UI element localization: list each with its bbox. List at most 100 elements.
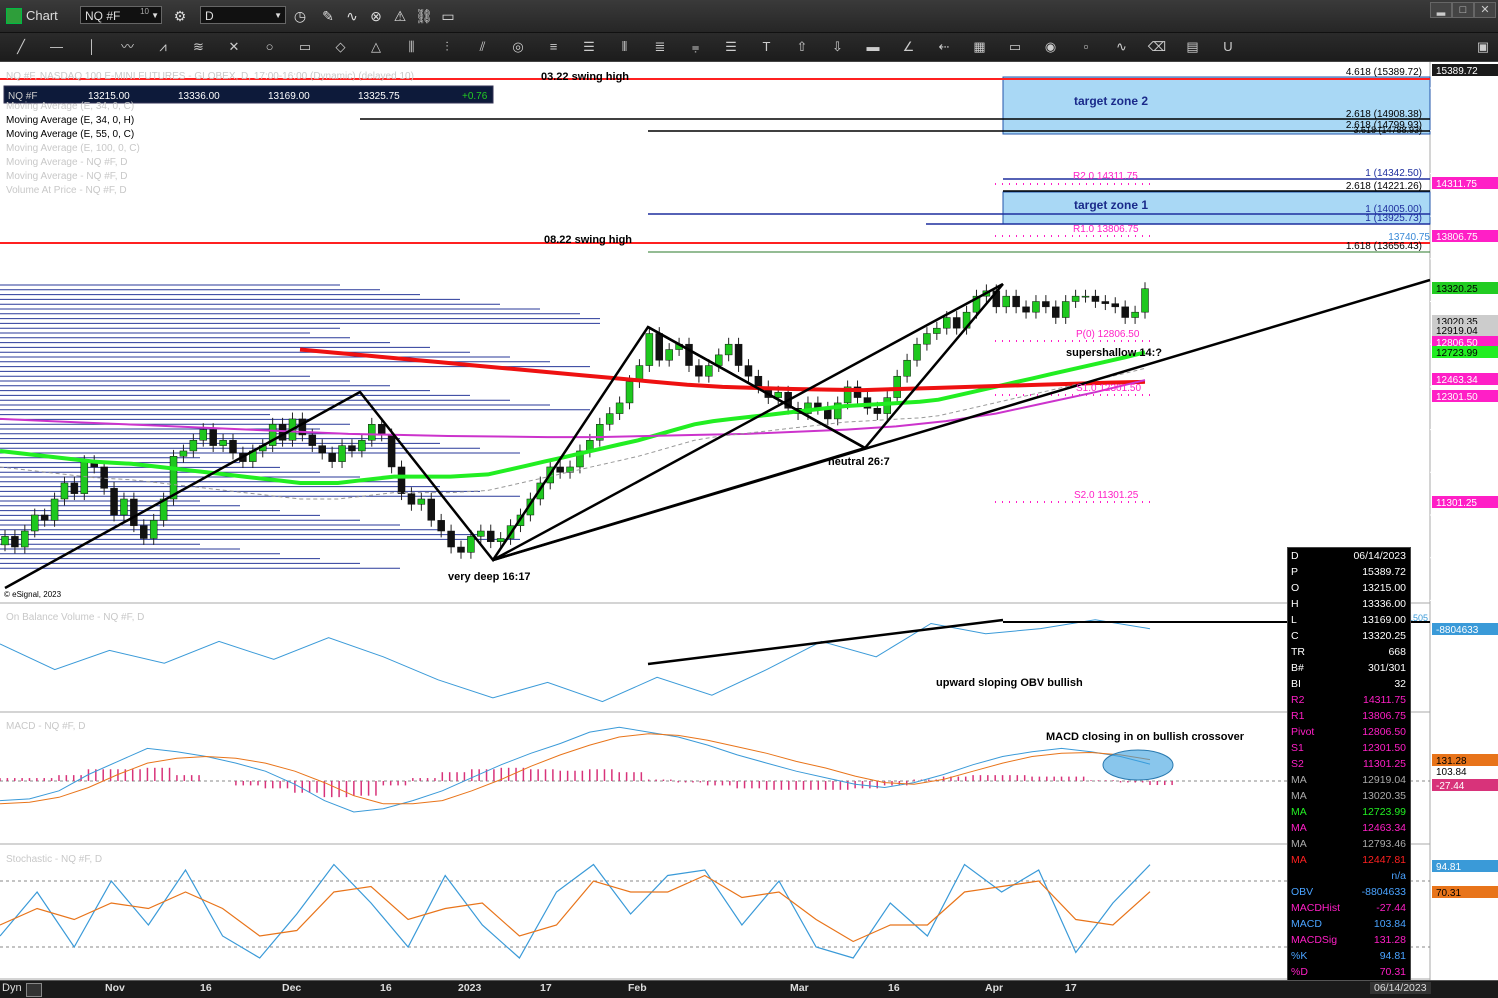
note-icon[interactable]: ▭ — [441, 8, 455, 24]
settings-icon[interactable]: ⚙ — [173, 8, 187, 24]
data-window-row: MACDSig 131.28 — [1288, 932, 1410, 948]
data-window-key: B# — [1291, 662, 1304, 674]
down-arrow-icon[interactable]: ⇩ — [832, 39, 843, 54]
gann-icon[interactable]: ✕ — [228, 39, 240, 54]
moving-average-magenta — [0, 379, 1146, 439]
data-window-value: -27.44 — [1376, 902, 1406, 914]
candle — [209, 429, 217, 446]
candle — [605, 413, 614, 425]
clock-icon[interactable]: ◷ — [293, 8, 307, 24]
data-window-row: C 13320.25 — [1288, 628, 1410, 644]
data-window-key: MACDHist — [1291, 902, 1340, 914]
data-window-value: 06/14/2023 — [1353, 550, 1406, 562]
candle — [140, 525, 148, 539]
measure-icon[interactable]: ⇠ — [938, 39, 950, 54]
up-arrow-icon[interactable]: ⇧ — [796, 39, 808, 54]
pti-icon[interactable]: ▫ — [1083, 39, 1089, 54]
mob-icon[interactable]: ▭ — [1008, 39, 1022, 54]
triangle-icon[interactable]: △ — [371, 39, 381, 54]
pen-icon[interactable]: ◇ — [335, 39, 346, 54]
trend-icon[interactable]: ⫽ — [479, 39, 486, 54]
levels-icon[interactable]: ≡ — [549, 39, 558, 54]
obv-y-label: -7500000 — [1438, 608, 1481, 619]
link-icon[interactable]: ⛓ — [415, 8, 433, 24]
dyn-label[interactable]: Dyn — [2, 982, 22, 994]
pitchfork-icon[interactable]: ⫶ — [445, 39, 449, 54]
chevron-down-icon[interactable]: ▼ — [151, 11, 159, 20]
bars-icon[interactable]: ⦀ — [621, 39, 628, 54]
candle — [695, 365, 703, 377]
vertical-line-icon[interactable]: │ — [87, 39, 97, 54]
candle — [149, 520, 158, 539]
annotation-neutral: neutral 26:7 — [828, 456, 890, 468]
symbol-input[interactable]: NQ #F 10 ▼ — [80, 6, 162, 24]
price-tag — [1432, 64, 1498, 76]
data-window-key: R2 — [1291, 694, 1305, 706]
y-axis-label: 14400.00 — [1438, 169, 1480, 180]
ohlc-change: +0.76 — [462, 91, 488, 102]
candle — [1111, 303, 1120, 308]
data-window-key: D — [1291, 550, 1299, 562]
macd-y-label: -200.00 — [1438, 810, 1472, 821]
eraser-icon[interactable]: ⌫ — [1147, 39, 1167, 54]
maximize-button[interactable]: □ — [1452, 2, 1474, 18]
stoch-y-label: 50.00 — [1438, 910, 1463, 921]
fib-icon[interactable]: ≋ — [193, 39, 204, 54]
obv-line — [0, 619, 1151, 703]
y-axis-label: 11200.00 — [1438, 511, 1479, 522]
retrace-icon[interactable]: ≣ — [654, 39, 666, 54]
list-icon[interactable]: ▤ — [1186, 39, 1199, 54]
ext-icon[interactable]: ⩦ — [691, 39, 700, 54]
chevron-down-icon[interactable]: ▼ — [274, 11, 282, 20]
dyn-toggle[interactable] — [26, 983, 42, 997]
candle — [655, 333, 664, 361]
wave-icon[interactable]: ∿ — [346, 8, 358, 24]
close-circle-icon[interactable]: ⊗ — [370, 8, 382, 24]
data-window-value: 12793.46 — [1362, 838, 1406, 850]
copyright: © eSignal, 2023 — [4, 590, 62, 599]
interval-input[interactable]: D ▼ — [200, 6, 286, 24]
y-axis-label: 12000.00 — [1438, 426, 1480, 437]
circle-icon[interactable]: ○ — [265, 39, 274, 54]
box-icon[interactable]: ▬ — [866, 39, 880, 54]
pattern-icon[interactable]: 〰 — [120, 39, 134, 54]
data-window-key: O — [1291, 582, 1300, 594]
candle — [308, 434, 317, 446]
alert-icon[interactable]: ⚠ — [393, 8, 407, 24]
data-window-value: 94.81 — [1379, 950, 1406, 962]
angle-icon[interactable]: ∠ — [902, 39, 915, 54]
fan-icon[interactable]: ☰ — [725, 39, 737, 54]
stoch-panel-header: Stochastic - NQ #F, D — [6, 854, 102, 865]
wave-icon[interactable]: ∿ — [1116, 39, 1127, 54]
data-window-row: MACDHist -27.44 — [1288, 900, 1410, 916]
horizontal-line-icon[interactable]: — — [50, 39, 63, 54]
screenshot-icon[interactable]: ▣ — [1476, 39, 1490, 54]
minimize-button[interactable]: ▂ — [1430, 2, 1452, 18]
bottom-bar: Dyn — [0, 980, 1498, 998]
obv-tag2-label: 1505 — [1408, 613, 1428, 623]
target-icon[interactable]: ◎ — [512, 39, 524, 54]
fib-label: 1 (14342.50) — [1365, 168, 1422, 179]
pencil-icon[interactable]: ✎ — [322, 8, 334, 24]
table-icon[interactable]: ▦ — [973, 39, 986, 54]
trend-line-upper — [492, 282, 1004, 562]
data-window-row: %D 70.31 — [1288, 964, 1410, 980]
magnet-icon[interactable]: U — [1223, 39, 1233, 54]
rectangle-icon[interactable]: ▭ — [298, 39, 312, 54]
price-tag-label: 12463.34 — [1436, 375, 1478, 386]
close-button[interactable]: ✕ — [1474, 2, 1496, 18]
zigzag-icon[interactable]: ⩘ — [159, 39, 167, 54]
candle — [645, 333, 654, 366]
data-window-key: MA — [1291, 790, 1307, 802]
line-tool-icon[interactable]: ╱ — [17, 39, 25, 54]
eye-icon[interactable]: ◉ — [1044, 39, 1057, 54]
data-window-key: R1 — [1291, 710, 1305, 722]
candle — [933, 327, 941, 334]
price-tag — [1432, 336, 1498, 348]
pivot-label-s2: S2.0 11301.25 — [1074, 490, 1139, 501]
chart-area[interactable]: 03.22 swing high 08.22 swing high target z… — [0, 62, 1498, 980]
channel-icon[interactable]: ⫼ — [408, 39, 415, 54]
text-icon[interactable]: T — [762, 39, 771, 54]
fib-label: 2.618 (14908.38) — [1346, 109, 1422, 120]
stack-icon[interactable]: ☰ — [583, 39, 595, 54]
